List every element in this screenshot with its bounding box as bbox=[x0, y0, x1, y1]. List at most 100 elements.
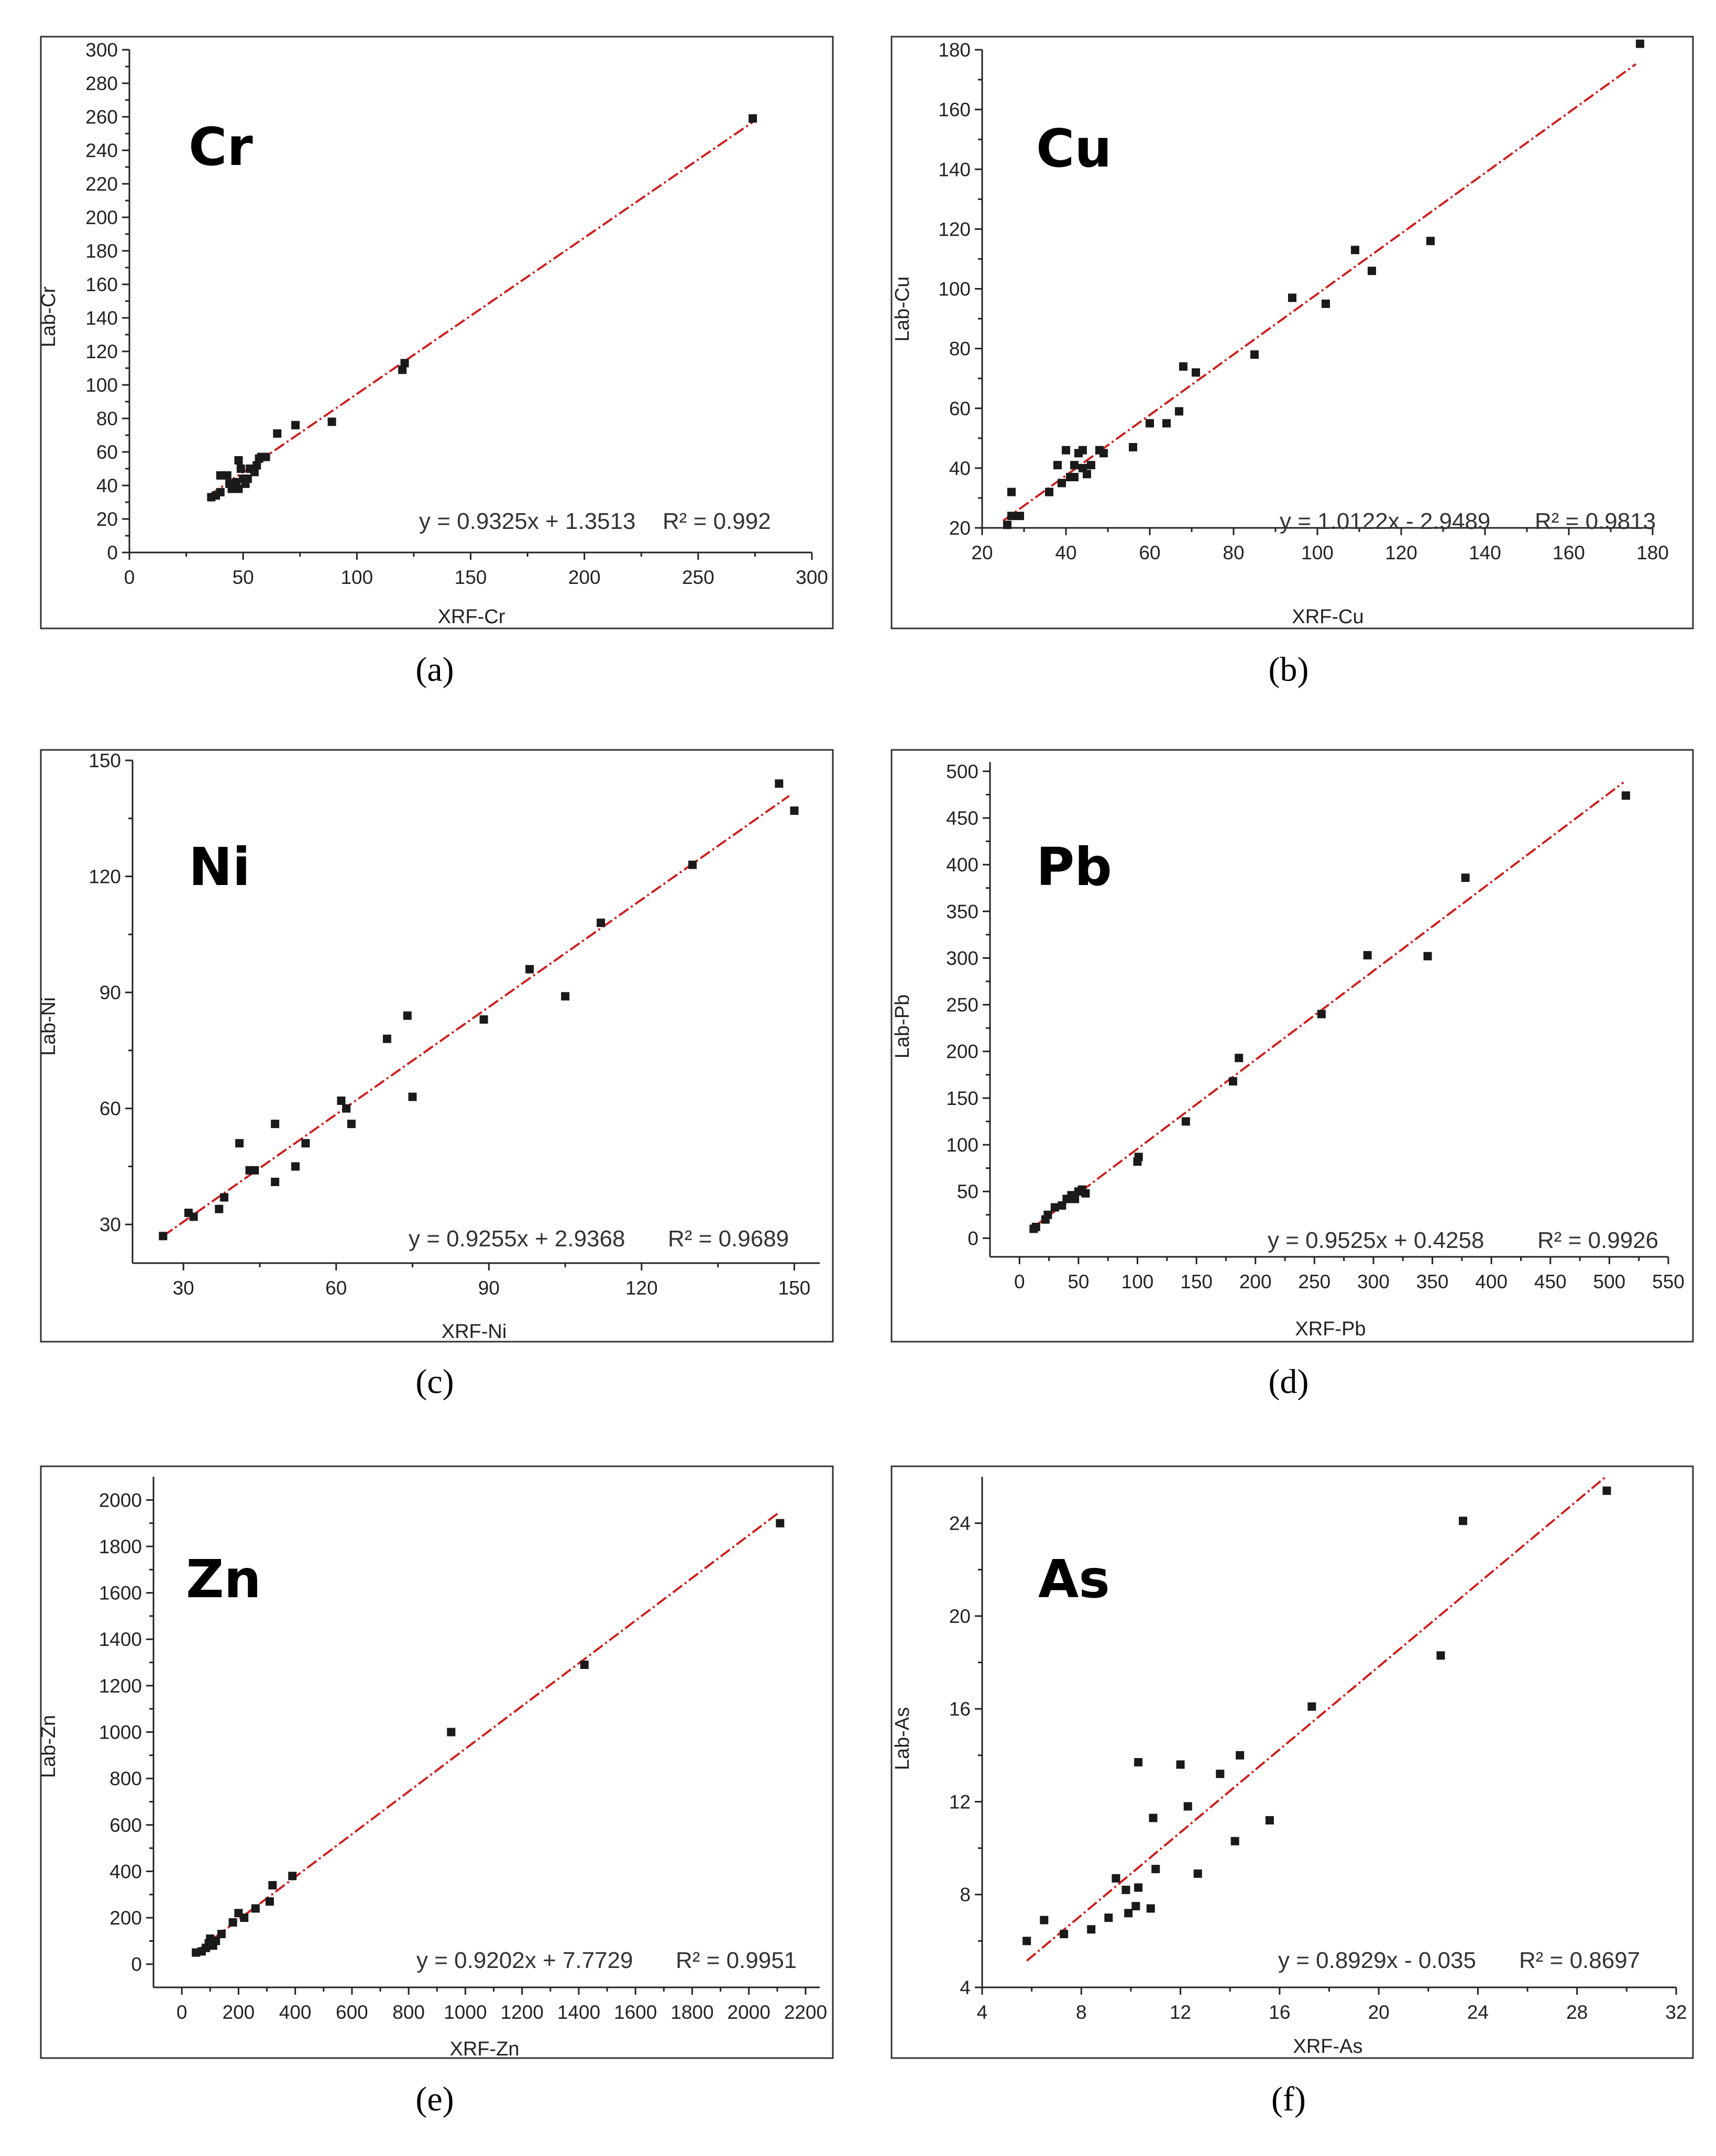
data-point bbox=[1062, 446, 1070, 455]
data-point bbox=[1104, 1914, 1113, 1922]
data-point bbox=[1426, 237, 1435, 246]
panel-frame bbox=[890, 36, 1694, 629]
regression-line bbox=[162, 795, 790, 1237]
element-title: Cu bbox=[1036, 118, 1112, 179]
data-point bbox=[1149, 1814, 1158, 1822]
y-tick-label: 80 bbox=[96, 408, 118, 429]
x-tick-label: 50 bbox=[233, 567, 254, 588]
data-point bbox=[1265, 1816, 1274, 1825]
regression-equation: y = 0.8929x - 0.035 bbox=[1278, 1948, 1476, 1973]
r-squared: R² = 0.9926 bbox=[1537, 1228, 1658, 1253]
data-point bbox=[1031, 1222, 1040, 1231]
x-tick-label: 32 bbox=[1665, 2002, 1687, 2023]
x-axis-title: XRF-As bbox=[1293, 2036, 1363, 2058]
data-point bbox=[688, 860, 697, 869]
data-point bbox=[159, 1232, 168, 1241]
y-tick-label: 0 bbox=[967, 1228, 978, 1249]
data-point bbox=[1087, 1925, 1096, 1934]
y-tick-label: 250 bbox=[946, 994, 978, 1016]
x-tick-label: 2000 bbox=[728, 2002, 771, 2023]
data-point bbox=[580, 1660, 589, 1669]
x-tick-label: 600 bbox=[336, 2002, 368, 2023]
y-tick-label: 300 bbox=[946, 947, 978, 969]
data-point bbox=[1087, 461, 1095, 470]
x-tick-label: 350 bbox=[1416, 1271, 1449, 1292]
data-point bbox=[597, 919, 606, 927]
r-squared: R² = 0.9689 bbox=[668, 1226, 789, 1252]
data-point bbox=[1050, 1203, 1059, 1212]
y-tick-label: 1800 bbox=[99, 1536, 142, 1557]
data-point bbox=[1162, 419, 1171, 428]
regression-equation: y = 0.9325x + 1.3513 bbox=[419, 508, 635, 534]
panel-label: (e) bbox=[415, 2080, 454, 2118]
data-point bbox=[268, 1881, 277, 1889]
chart-panel-zn: 0 200 400 600 800 1000 1200 1400 1600 1800 2000 220… bbox=[38, 1465, 834, 2118]
y-tick-label: 350 bbox=[946, 901, 978, 922]
data-point bbox=[1007, 488, 1016, 496]
x-tick-label: 450 bbox=[1534, 1271, 1567, 1292]
x-tick-label: 300 bbox=[796, 567, 828, 588]
y-axis-title: Lab-Cu bbox=[892, 277, 914, 342]
data-point bbox=[382, 1034, 391, 1043]
data-point bbox=[347, 1120, 356, 1129]
panel-label: (b) bbox=[1269, 650, 1309, 689]
y-tick-label: 80 bbox=[949, 338, 971, 360]
data-point bbox=[1134, 1758, 1143, 1767]
y-tick-label: 260 bbox=[85, 106, 118, 128]
x-tick-label: 150 bbox=[455, 567, 487, 588]
y-tick-label: 20 bbox=[949, 517, 971, 539]
x-tick-label: 40 bbox=[1055, 542, 1076, 563]
x-tick-label: 28 bbox=[1566, 2002, 1588, 2023]
data-point bbox=[291, 421, 300, 429]
data-point bbox=[1112, 1874, 1120, 1883]
y-tick-label: 280 bbox=[85, 73, 118, 94]
data-point bbox=[1071, 1195, 1080, 1203]
data-point bbox=[1192, 368, 1200, 377]
data-point bbox=[216, 488, 225, 496]
y-tick-label: 150 bbox=[946, 1088, 978, 1109]
y-tick-label: 2000 bbox=[99, 1489, 142, 1511]
regression-line bbox=[208, 119, 756, 496]
data-point bbox=[291, 1162, 300, 1171]
data-point bbox=[271, 1177, 280, 1186]
x-tick-label: 1200 bbox=[501, 2002, 544, 2023]
x-tick-label: 550 bbox=[1652, 1271, 1685, 1292]
y-tick-label: 180 bbox=[938, 39, 971, 61]
x-tick-label: 4 bbox=[977, 2002, 988, 2023]
data-point bbox=[1351, 246, 1359, 255]
data-point bbox=[1079, 446, 1087, 455]
r-squared: R² = 0.8697 bbox=[1519, 1948, 1640, 1973]
regression-line bbox=[1033, 781, 1624, 1228]
regression-line bbox=[1002, 63, 1637, 522]
data-point bbox=[1216, 1770, 1225, 1778]
data-point bbox=[1436, 1651, 1445, 1660]
data-point bbox=[1602, 1486, 1611, 1495]
data-point bbox=[1175, 407, 1183, 416]
data-point bbox=[1016, 512, 1024, 521]
y-tick-label: 90 bbox=[100, 982, 121, 1003]
data-point bbox=[212, 1937, 221, 1945]
data-point bbox=[236, 465, 245, 473]
y-tick-label: 40 bbox=[96, 475, 118, 496]
y-tick-label: 30 bbox=[100, 1214, 121, 1235]
data-point bbox=[1121, 1885, 1130, 1894]
element-title: Cr bbox=[189, 116, 253, 178]
y-axis-title: Lab-As bbox=[892, 1707, 914, 1770]
x-tick-label: 400 bbox=[279, 2002, 312, 2023]
y-axis-title: Lab-Zn bbox=[38, 1715, 60, 1778]
y-tick-label: 24 bbox=[949, 1513, 971, 1534]
y-tick-label: 240 bbox=[85, 140, 118, 161]
y-tick-label: 600 bbox=[109, 1815, 142, 1836]
x-tick-label: 100 bbox=[1301, 542, 1334, 563]
y-tick-label: 120 bbox=[938, 218, 971, 240]
data-point bbox=[1060, 1930, 1069, 1939]
x-tick-label: 20 bbox=[971, 542, 993, 563]
data-point bbox=[189, 1212, 198, 1221]
data-point bbox=[1124, 1909, 1133, 1918]
data-point bbox=[234, 484, 243, 493]
x-axis-title: XRF-Zn bbox=[450, 2038, 520, 2060]
element-title: Pb bbox=[1036, 836, 1112, 898]
data-point bbox=[216, 471, 225, 480]
y-tick-label: 60 bbox=[949, 398, 971, 419]
